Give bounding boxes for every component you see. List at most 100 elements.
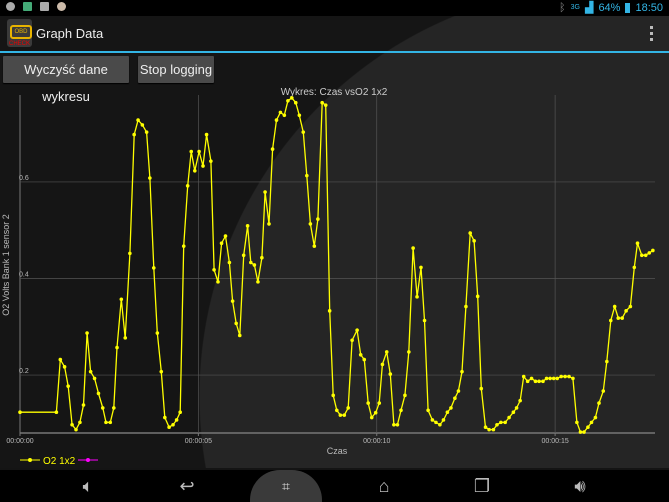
action-bar: OBD CHECK Graph Data (0, 16, 669, 52)
data-point (189, 149, 194, 154)
data-point (327, 309, 332, 313)
data-point (267, 222, 271, 226)
data-point (70, 422, 74, 427)
clear-graph-button[interactable]: Wyczyść dane wykresu (3, 56, 129, 104)
data-point (589, 420, 594, 425)
data-point (460, 369, 464, 374)
data-point (632, 265, 637, 270)
y-axis-label: O2 Volts Bank 1 sensor 2 (1, 214, 11, 316)
x-axis-label: Czas (327, 446, 348, 456)
data-point (608, 318, 613, 323)
data-point (541, 379, 545, 384)
x-tick-label: 00:00:10 (363, 438, 390, 445)
data-point (563, 374, 567, 379)
data-point (128, 251, 132, 256)
data-point (123, 336, 128, 340)
data-point (438, 422, 442, 427)
data-point (155, 331, 160, 335)
data-point (270, 147, 275, 151)
notification-icon (57, 2, 66, 11)
home-icon[interactable]: ⌂ (378, 475, 390, 496)
data-point (342, 413, 347, 417)
volume-down-icon[interactable]: 🔈︎ (82, 475, 94, 496)
data-point (555, 376, 560, 381)
data-point (96, 391, 101, 396)
data-point (620, 316, 624, 320)
data-point (193, 169, 197, 173)
data-point (601, 389, 606, 393)
data-point (81, 403, 86, 407)
engine-icon: OBD (10, 25, 32, 39)
data-point (355, 328, 359, 332)
data-point (373, 410, 378, 415)
data-point (18, 410, 22, 415)
data-point (551, 376, 556, 381)
data-point (227, 260, 232, 265)
data-point (297, 113, 302, 118)
signal-icon: ▟ (584, 2, 594, 14)
data-point (388, 372, 393, 376)
data-point (426, 408, 430, 413)
data-point (290, 96, 294, 100)
data-point (163, 415, 167, 420)
data-point (544, 376, 549, 381)
data-point (612, 304, 617, 309)
series-line-o2 (20, 97, 654, 433)
data-point (640, 253, 644, 258)
screenshot-button[interactable] (250, 470, 322, 502)
data-point (358, 352, 363, 357)
data-point (415, 295, 419, 299)
data-point (223, 234, 228, 238)
data-point (392, 422, 396, 427)
data-point (483, 425, 488, 430)
data-point (112, 406, 116, 410)
screenshot-icon[interactable]: ⌗ (282, 477, 290, 494)
stop-logging-button[interactable]: Stop logging (138, 56, 214, 83)
volume-up-icon[interactable]: 🔊︎ (574, 475, 586, 496)
data-point (456, 389, 461, 393)
back-icon[interactable]: ↩ (179, 475, 195, 496)
overflow-menu-icon[interactable] (650, 26, 654, 41)
data-point (88, 369, 93, 374)
data-point (237, 333, 242, 338)
data-point (647, 251, 652, 255)
data-point (350, 338, 354, 343)
data-point (468, 231, 473, 235)
data-point (377, 401, 382, 405)
navigation-bar: 🔈︎ ↩ ⌗ ⌂ ❐ 🔊︎ (0, 470, 669, 502)
gps-icon (6, 2, 15, 11)
data-point (533, 379, 538, 384)
data-point (78, 420, 82, 425)
data-point (282, 113, 287, 118)
recent-apps-icon[interactable]: ❐ (473, 475, 491, 496)
data-point (411, 246, 415, 250)
data-point (491, 427, 496, 432)
logo-check-text: CHECK (8, 41, 30, 47)
data-point (453, 396, 457, 401)
data-point (507, 415, 511, 420)
data-point (308, 222, 313, 226)
data-point (362, 357, 367, 362)
data-point (263, 190, 267, 194)
data-point (274, 118, 279, 122)
legend-marker-o2 (28, 458, 32, 462)
data-point (331, 393, 336, 398)
data-point (338, 413, 343, 417)
data-point (132, 132, 136, 137)
chart-title: Wykres: Czas vsO2 1x2 (281, 87, 388, 98)
data-point (495, 422, 499, 427)
data-point (529, 376, 534, 381)
data-point (181, 244, 186, 248)
data-point (441, 418, 446, 422)
data-point (525, 379, 530, 384)
y-tick-label: 0.4 (19, 271, 29, 278)
app-logo[interactable]: OBD CHECK (7, 19, 32, 47)
data-point (178, 410, 182, 415)
data-point (144, 130, 149, 134)
data-point (305, 173, 309, 178)
action-bar-divider (0, 51, 669, 53)
x-tick-label: 00:00:05 (185, 438, 212, 445)
data-point (445, 410, 450, 415)
data-point (472, 239, 476, 243)
data-point (403, 393, 407, 398)
